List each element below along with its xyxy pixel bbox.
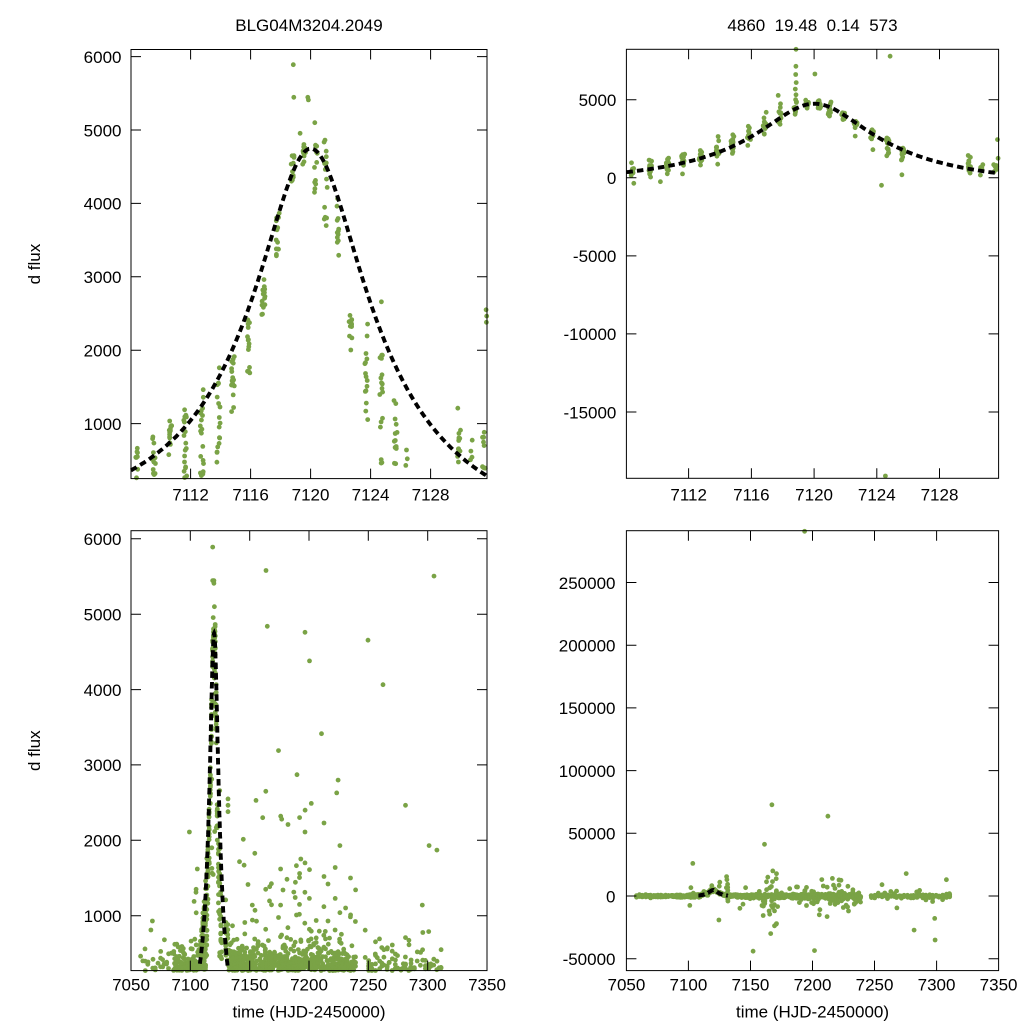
- svg-text:0: 0: [606, 887, 615, 906]
- svg-text:7350: 7350: [980, 976, 1018, 995]
- svg-text:-5000: -5000: [573, 247, 616, 266]
- svg-text:0: 0: [607, 169, 616, 188]
- svg-text:2000: 2000: [84, 832, 122, 851]
- svg-text:3000: 3000: [84, 268, 122, 287]
- svg-text:7116: 7116: [232, 486, 269, 505]
- svg-text:7100: 7100: [670, 976, 708, 995]
- svg-text:3000: 3000: [84, 756, 122, 775]
- svg-text:7200: 7200: [290, 976, 328, 995]
- svg-text:200000: 200000: [559, 636, 616, 655]
- svg-text:d flux: d flux: [25, 243, 44, 284]
- svg-text:7350: 7350: [468, 976, 506, 995]
- svg-text:-10000: -10000: [563, 325, 616, 344]
- svg-text:1000: 1000: [84, 415, 122, 434]
- svg-text:7120: 7120: [292, 486, 330, 505]
- svg-text:7300: 7300: [918, 976, 956, 995]
- svg-text:100000: 100000: [559, 762, 616, 781]
- svg-text:7128: 7128: [921, 486, 959, 505]
- svg-text:250000: 250000: [559, 574, 616, 593]
- svg-text:7124: 7124: [858, 486, 896, 505]
- svg-text:6000: 6000: [84, 48, 122, 67]
- svg-text:5000: 5000: [84, 121, 122, 140]
- svg-text:BLG04M3204.2049: BLG04M3204.2049: [235, 16, 382, 35]
- svg-text:7100: 7100: [171, 976, 209, 995]
- svg-text:7112: 7112: [172, 486, 209, 505]
- svg-text:7116: 7116: [733, 486, 770, 505]
- svg-text:2000: 2000: [84, 342, 122, 361]
- svg-text:50000: 50000: [568, 825, 615, 844]
- svg-text:7250: 7250: [349, 976, 387, 995]
- svg-text:4860 19.48 0.14 573: 4860 19.48 0.14 573: [727, 16, 897, 35]
- svg-text:d flux: d flux: [25, 730, 44, 771]
- svg-text:time (HJD-2450000): time (HJD-2450000): [736, 1003, 889, 1022]
- svg-text:150000: 150000: [559, 699, 616, 718]
- svg-text:1000: 1000: [84, 907, 122, 926]
- svg-text:7128: 7128: [412, 486, 450, 505]
- svg-text:4000: 4000: [84, 195, 122, 214]
- svg-text:time (HJD-2450000): time (HJD-2450000): [232, 1003, 385, 1022]
- svg-text:7050: 7050: [112, 976, 150, 995]
- svg-text:-50000: -50000: [563, 950, 616, 969]
- svg-text:7150: 7150: [732, 976, 770, 995]
- svg-text:7120: 7120: [795, 486, 833, 505]
- svg-text:7150: 7150: [231, 976, 269, 995]
- svg-text:7124: 7124: [352, 486, 390, 505]
- svg-text:6000: 6000: [84, 530, 122, 549]
- svg-text:7112: 7112: [670, 486, 707, 505]
- svg-text:7200: 7200: [794, 976, 832, 995]
- svg-text:5000: 5000: [579, 91, 617, 110]
- svg-text:5000: 5000: [84, 605, 122, 624]
- svg-text:7050: 7050: [607, 976, 645, 995]
- svg-text:7300: 7300: [409, 976, 447, 995]
- svg-text:7250: 7250: [856, 976, 894, 995]
- svg-text:4000: 4000: [84, 681, 122, 700]
- svg-text:-15000: -15000: [563, 403, 616, 422]
